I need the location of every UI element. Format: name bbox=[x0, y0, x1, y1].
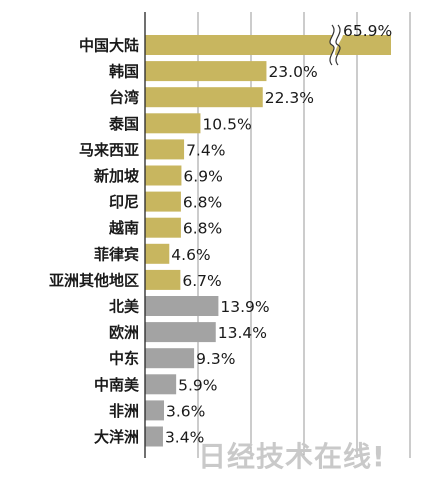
value-label: 22.3% bbox=[265, 89, 314, 107]
value-label: 3.6% bbox=[166, 402, 205, 420]
category-label: 印尼 bbox=[109, 193, 139, 211]
bar bbox=[145, 113, 201, 134]
value-label: 4.6% bbox=[171, 246, 210, 264]
category-label: 韩国 bbox=[109, 63, 139, 81]
bar bbox=[145, 296, 219, 316]
category-label: 亚洲其他地区 bbox=[49, 271, 139, 289]
value-label: 6.9% bbox=[183, 168, 222, 186]
category-label: 马来西亚 bbox=[79, 141, 139, 159]
axis-break-mark bbox=[329, 24, 335, 66]
value-label: 13.9% bbox=[220, 298, 269, 316]
category-label: 北美 bbox=[109, 298, 140, 316]
bar bbox=[145, 61, 267, 82]
value-label: 13.4% bbox=[218, 324, 267, 342]
value-label: 23.0% bbox=[268, 63, 317, 81]
category-label: 台湾 bbox=[109, 89, 139, 107]
value-label: 3.4% bbox=[165, 429, 204, 447]
category-label: 中东 bbox=[109, 350, 139, 368]
bar bbox=[145, 139, 185, 160]
watermark: 日经技术在线! bbox=[198, 440, 386, 473]
value-label: 6.8% bbox=[183, 194, 222, 212]
bar bbox=[145, 35, 391, 55]
bar bbox=[145, 269, 181, 290]
bar bbox=[145, 165, 182, 186]
value-label: 6.7% bbox=[182, 272, 221, 290]
bar bbox=[145, 322, 216, 343]
category-label: 泰国 bbox=[108, 115, 139, 133]
value-label: 65.9% bbox=[343, 22, 392, 40]
bar bbox=[145, 87, 263, 108]
value-label: 5.9% bbox=[178, 376, 217, 394]
grid-lines bbox=[197, 12, 411, 458]
bar bbox=[145, 374, 177, 395]
category-label: 菲律宾 bbox=[94, 245, 139, 263]
value-label: 9.3% bbox=[196, 350, 235, 368]
category-label: 大洋洲 bbox=[94, 428, 139, 446]
value-labels: 65.9% 23.0% 22.3% 10.5% 7.4% 6.9% 6.8% 6.8% 4.6%… bbox=[165, 22, 392, 447]
value-label: 10.5% bbox=[202, 115, 251, 133]
category-label: 中国大陆 bbox=[79, 37, 139, 55]
bar bbox=[145, 217, 181, 238]
bar bbox=[145, 243, 170, 264]
category-label: 非洲 bbox=[109, 402, 139, 420]
category-label: 新加坡 bbox=[94, 167, 139, 185]
category-labels: 中国大陆韩国台湾泰国马来西亚新加坡印尼越南菲律宾亚洲其他地区北美欧洲中东中南美非… bbox=[49, 37, 140, 447]
bar bbox=[145, 426, 163, 447]
value-label: 7.4% bbox=[186, 141, 225, 159]
bar bbox=[145, 191, 181, 212]
axis-break-mark bbox=[335, 24, 341, 66]
bars bbox=[145, 24, 391, 447]
category-label: 越南 bbox=[108, 219, 139, 237]
value-label: 6.8% bbox=[183, 220, 222, 238]
bar bbox=[145, 348, 195, 369]
category-label: 中南美 bbox=[94, 376, 140, 394]
bar bbox=[145, 400, 165, 421]
category-label: 欧洲 bbox=[109, 324, 139, 342]
